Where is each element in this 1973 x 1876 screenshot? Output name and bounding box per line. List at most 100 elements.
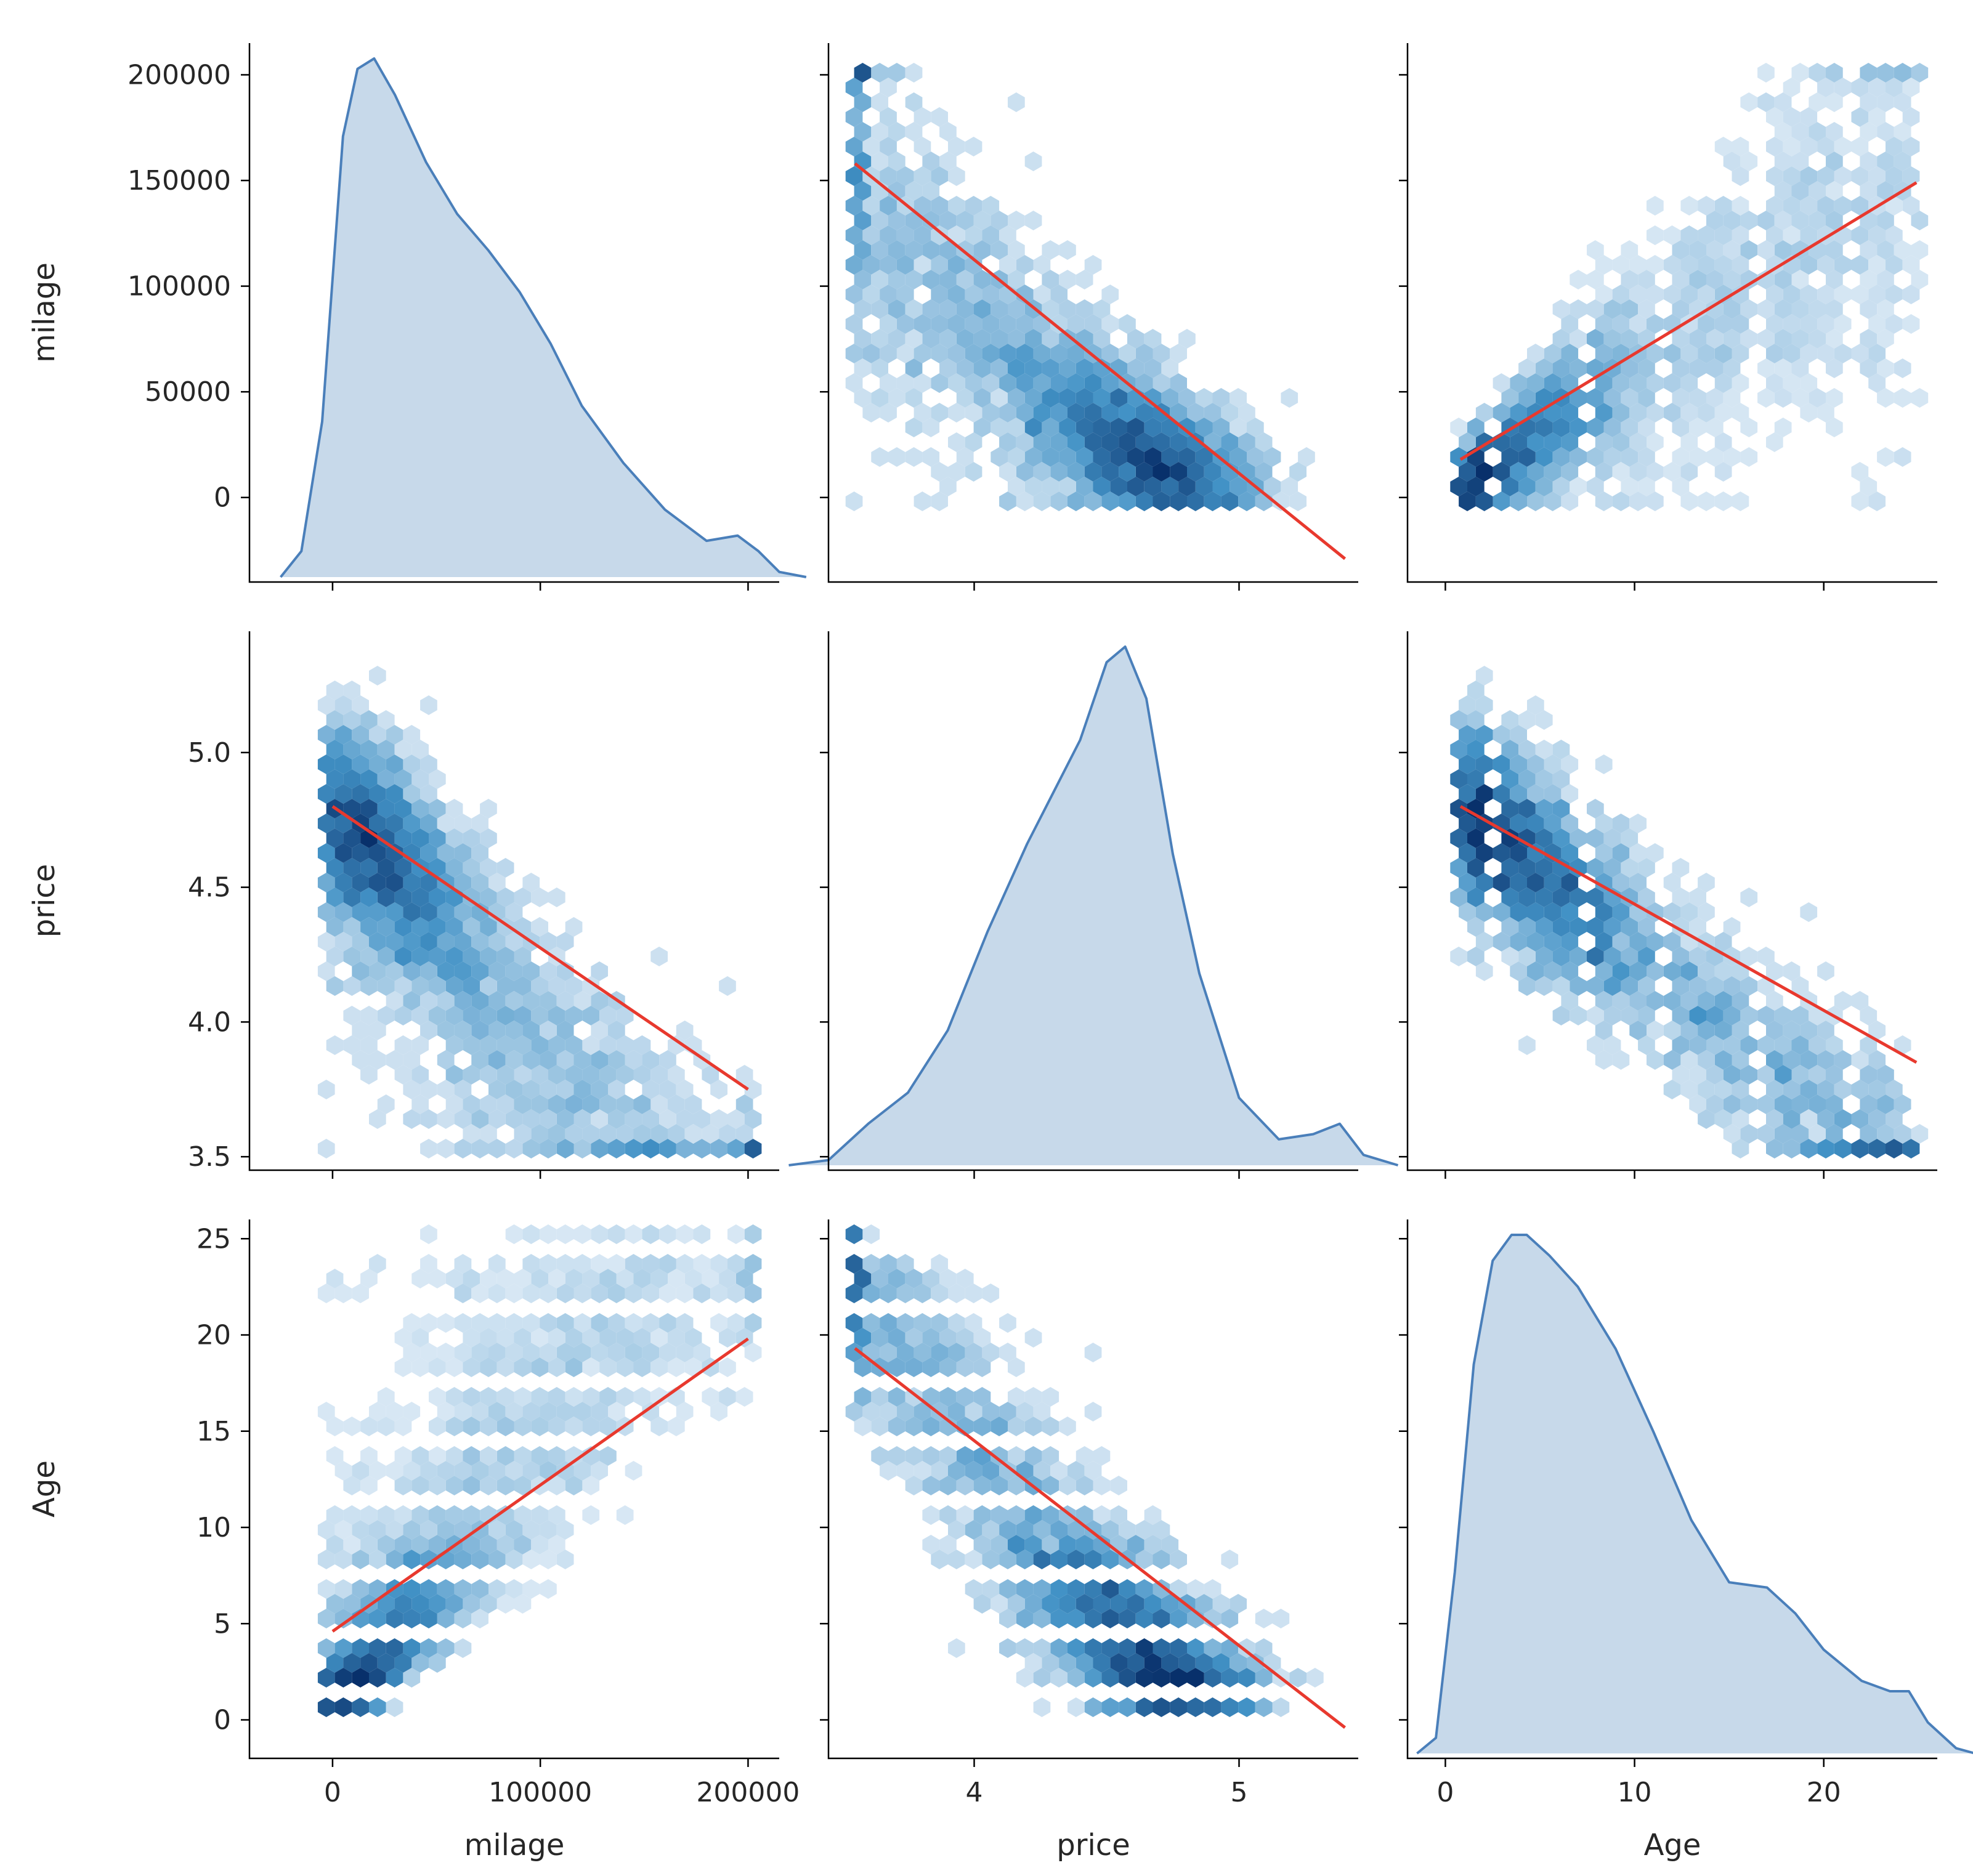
- hex-cell: [1084, 1550, 1102, 1569]
- hex-cell: [896, 1402, 914, 1421]
- hex-cell: [1587, 329, 1604, 349]
- hex-cell: [1647, 196, 1664, 216]
- hex-cell: [548, 1094, 565, 1114]
- hex-cell: [488, 1343, 506, 1362]
- hex-cell: [1467, 887, 1485, 907]
- hex-cell: [845, 1402, 863, 1421]
- hex-cell: [377, 1535, 395, 1555]
- hex-cell: [411, 1535, 429, 1555]
- hex-cell: [573, 1224, 591, 1244]
- hex-cell: [1144, 1653, 1162, 1673]
- hex-cell: [556, 1402, 574, 1421]
- hex-cell: [1621, 828, 1639, 848]
- hex-cell: [334, 1520, 352, 1540]
- hex-cell: [1680, 285, 1698, 304]
- hex-cell: [360, 1065, 378, 1085]
- hex-cell: [1740, 299, 1758, 319]
- hex-cell: [862, 1402, 880, 1421]
- hex-cell: [931, 255, 948, 275]
- hex-cell: [1050, 403, 1068, 423]
- hex-cell: [956, 1269, 974, 1288]
- hex-cell: [480, 887, 497, 907]
- hex-cell: [1672, 299, 1690, 319]
- hex-cell: [1119, 1609, 1136, 1628]
- hex-cell: [999, 314, 1016, 334]
- hex-cell: [377, 1417, 395, 1436]
- hex-cell: [1016, 285, 1034, 304]
- hex-cell: [386, 814, 403, 833]
- hex-cell: [1714, 1021, 1732, 1040]
- hex-cell: [616, 1328, 634, 1348]
- hex-cell: [556, 1520, 574, 1540]
- hex-cell: [1826, 122, 1843, 142]
- hex-cell: [1663, 1021, 1681, 1040]
- y-tick-label: 5: [214, 1608, 231, 1639]
- hex-cell: [1647, 255, 1664, 275]
- hex-cell: [1826, 1065, 1843, 1085]
- hex-cell: [1561, 902, 1579, 922]
- hex-cell: [1042, 1476, 1059, 1495]
- hex-cell: [352, 1520, 369, 1540]
- hex-cell: [471, 1139, 488, 1158]
- hex-cell: [429, 1387, 446, 1407]
- hex-cell: [317, 1668, 335, 1688]
- hex-cell: [880, 373, 897, 393]
- hex-cell: [1221, 1668, 1239, 1688]
- hex-cell: [735, 1269, 753, 1288]
- hex-cell: [556, 1050, 574, 1070]
- hex-cell: [1911, 270, 1929, 289]
- hex-cell: [377, 887, 395, 907]
- hex-cell: [343, 976, 361, 996]
- hex-cell: [1298, 447, 1315, 467]
- hex-cell: [905, 1357, 923, 1377]
- hex-cell: [1493, 932, 1510, 952]
- hex-cell: [514, 1387, 532, 1407]
- hex-cell: [1101, 285, 1119, 304]
- hex-cell: [1672, 447, 1690, 467]
- hex-cell: [1766, 1021, 1783, 1040]
- hex-cell: [1723, 358, 1741, 378]
- hex-cell: [1774, 1006, 1792, 1025]
- hex-cell: [905, 418, 923, 437]
- hex-cell: [1629, 255, 1647, 275]
- hex-cell: [1501, 917, 1519, 937]
- hex-cell: [1766, 432, 1783, 452]
- hex-cell: [1672, 240, 1690, 260]
- hex-cell: [1084, 314, 1102, 334]
- hex-cell: [514, 947, 532, 966]
- hex-cell: [1595, 1021, 1613, 1040]
- hex-cell: [1809, 329, 1826, 349]
- hex-cell: [1535, 887, 1553, 907]
- hex-cell: [1714, 1109, 1732, 1129]
- hex-cell: [463, 947, 480, 966]
- hex-cell: [1535, 828, 1553, 848]
- hex-cell: [625, 1284, 642, 1303]
- hex-cell: [1638, 947, 1655, 966]
- hex-cell: [1595, 754, 1613, 774]
- hex-cell: [1510, 814, 1527, 833]
- hex-cell: [445, 947, 463, 966]
- hex-cell: [429, 917, 446, 937]
- hex-cell: [1552, 887, 1570, 907]
- hex-cell: [1204, 403, 1221, 423]
- hex-cell: [1084, 1461, 1102, 1481]
- axis-spine: [248, 631, 779, 1171]
- hex-cell: [845, 491, 863, 511]
- hex-cell: [437, 1343, 455, 1362]
- hex-cell: [480, 976, 497, 996]
- hex-cell: [1475, 932, 1493, 952]
- hex-cell: [1791, 976, 1809, 996]
- hex-cell: [1783, 1109, 1801, 1129]
- kde-fill-age: [1417, 1235, 1973, 1753]
- hex-cell: [394, 799, 412, 819]
- hex-cell: [1144, 1505, 1162, 1525]
- hex-cell: [1119, 432, 1136, 452]
- hex-cell: [565, 1328, 583, 1348]
- hex-cell: [1817, 137, 1834, 156]
- hex-cell: [556, 932, 574, 952]
- hex-cell: [948, 1343, 965, 1362]
- hex-cell: [1135, 1609, 1153, 1628]
- hex-cell: [420, 932, 437, 952]
- hex-cell: [1552, 418, 1570, 437]
- hex-cell: [463, 1328, 480, 1348]
